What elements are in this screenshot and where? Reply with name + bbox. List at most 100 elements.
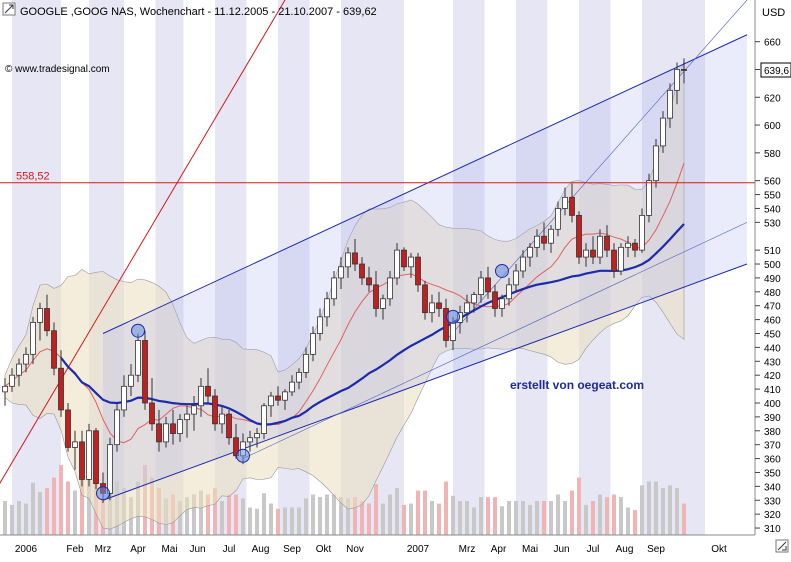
x-tick-label: 2007 <box>407 544 430 555</box>
candle-down <box>44 308 50 332</box>
candle-up <box>37 308 43 323</box>
candle-up <box>289 381 295 393</box>
candle-up <box>660 117 666 147</box>
y-tick-label: 500 <box>764 260 781 271</box>
volume-bar <box>339 497 343 535</box>
candle-down <box>142 340 148 404</box>
volume-bar <box>486 497 490 535</box>
volume-bar <box>52 477 56 535</box>
volume-bar <box>248 507 252 535</box>
volume-bar <box>668 485 672 535</box>
volume-bar <box>255 508 259 535</box>
volume-bar <box>360 501 364 535</box>
candle-up <box>121 385 127 411</box>
x-tick-label: Aug <box>252 544 270 555</box>
volume-bar <box>318 497 322 535</box>
chart-title: GOOGLE ,GOOG NAS, Wochenchart - 11.12.20… <box>20 6 377 18</box>
candle-down <box>681 69 687 71</box>
candle-up <box>303 353 309 373</box>
volume-bar <box>374 484 378 535</box>
volume-bar <box>514 501 518 535</box>
volume-bar <box>87 468 91 535</box>
volume-bar <box>206 494 210 535</box>
volume-bar <box>500 506 504 535</box>
pivot-marker <box>495 263 509 278</box>
candle-down <box>93 430 99 484</box>
y-tick-label: 660 <box>764 38 781 49</box>
candle-down <box>373 284 379 309</box>
candle-down <box>226 413 232 439</box>
volume-bar <box>458 501 462 535</box>
volume-bar <box>367 503 371 535</box>
candle-up <box>72 441 78 448</box>
volume-bar <box>283 507 287 535</box>
y-tick-label: 420 <box>764 371 781 382</box>
volume-bar <box>402 504 406 535</box>
volume-bar <box>395 488 399 535</box>
candle-up <box>562 196 568 209</box>
red-trend-line <box>0 0 286 484</box>
volume-bar <box>507 501 511 535</box>
volume-bar <box>640 485 644 535</box>
candle-up <box>30 321 36 355</box>
candle-up <box>478 277 484 295</box>
candle-down <box>170 423 176 434</box>
candle-down <box>590 249 596 258</box>
volume-bar <box>577 477 581 535</box>
y-tick-label: 440 <box>764 343 781 354</box>
volume-bar <box>416 490 420 535</box>
candle-down <box>149 402 155 425</box>
y-tick-label: 480 <box>764 288 781 299</box>
candle-down <box>51 330 57 369</box>
x-tick-label: Aug <box>616 544 634 555</box>
volume-bar <box>654 481 658 535</box>
x-tick-label: Apr <box>130 544 146 555</box>
volume-bar <box>38 491 42 535</box>
candle-up <box>23 353 29 365</box>
y-tick-label: 380 <box>764 427 781 438</box>
volume-bar <box>661 488 665 535</box>
expand-icon[interactable] <box>2 2 16 16</box>
volume-bar <box>24 503 28 535</box>
candle-up <box>667 89 673 119</box>
pivot-marker <box>236 448 250 463</box>
x-tick-label: Okt <box>316 544 332 555</box>
candle-up <box>394 249 400 279</box>
candle-up <box>471 294 477 304</box>
candle-down <box>485 277 491 293</box>
candle-up <box>345 252 351 268</box>
candle-down <box>352 252 358 265</box>
pivot-markers <box>96 263 509 501</box>
pivot-marker <box>131 323 145 338</box>
candle-up <box>128 374 134 387</box>
volume-bar <box>45 488 49 535</box>
candle-up <box>674 69 680 91</box>
volume-bar <box>626 507 630 535</box>
trend-channel <box>0 0 748 501</box>
volume-bar <box>465 501 469 535</box>
volume-bar <box>563 501 567 535</box>
candle-up <box>254 433 260 439</box>
candle-up <box>646 180 652 216</box>
volume-bar <box>73 490 77 535</box>
x-tick-label: 2006 <box>15 544 38 555</box>
resize-corner-icon[interactable] <box>775 539 789 553</box>
x-tick-label: Feb <box>66 544 84 555</box>
candle-up <box>380 298 386 309</box>
candle-down <box>79 441 85 480</box>
candle-down <box>275 395 281 401</box>
y-tick-label: 330 <box>764 496 781 507</box>
volume-bar <box>409 503 413 535</box>
volume-bar <box>528 504 532 535</box>
candle-down <box>366 277 372 286</box>
candle-down <box>436 302 442 309</box>
candle-up <box>310 333 316 355</box>
x-tick-label: Mrz <box>95 544 112 555</box>
y-axis-panel <box>755 0 791 557</box>
channel-upper-line <box>102 34 748 334</box>
volume-bar <box>584 504 588 535</box>
x-tick-label: Okt <box>711 544 727 555</box>
candle-up <box>450 321 456 341</box>
